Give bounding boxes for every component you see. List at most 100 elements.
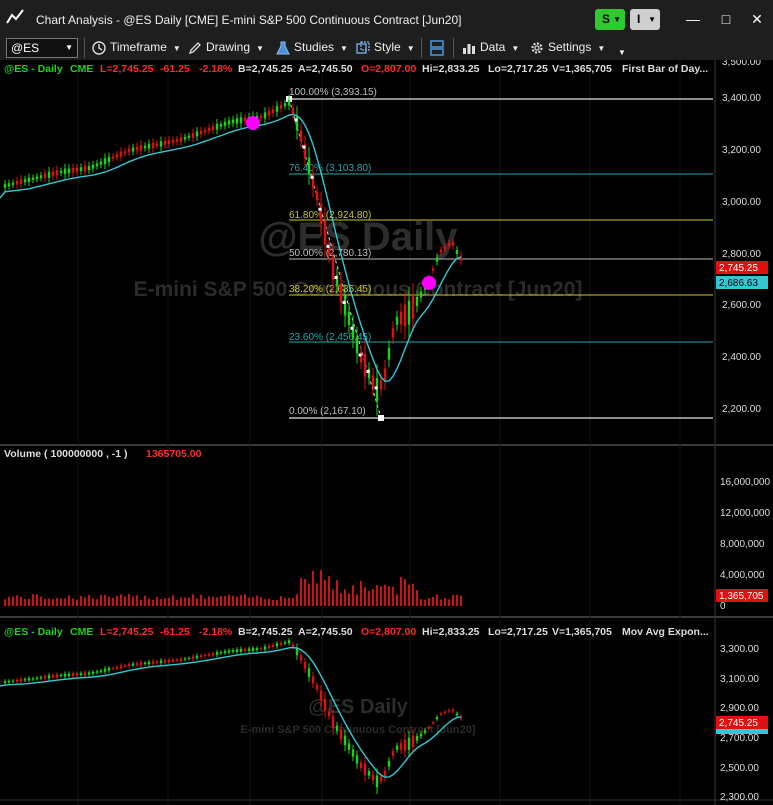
style-icon	[356, 41, 370, 54]
panel3-header: @ES - Daily CME L=2,745.25 -61.25 -2.18%…	[4, 626, 709, 638]
volume-bar	[396, 594, 398, 606]
paintbar-dot	[294, 118, 298, 122]
pct-change: -2.18%	[199, 626, 233, 638]
divider	[453, 38, 454, 58]
candle-body	[91, 164, 95, 169]
paintbar-dot	[302, 145, 306, 149]
candle-body	[279, 642, 283, 645]
volume-bar	[352, 585, 354, 606]
candle-body	[175, 659, 179, 661]
volume-bar	[44, 598, 46, 606]
volume-bar	[120, 594, 122, 606]
low-price: Lo=2,717.25	[488, 63, 548, 75]
chevron-down-icon: ▼	[597, 44, 606, 53]
candle-body	[171, 659, 175, 662]
volume-bar	[220, 596, 222, 606]
candle-body	[371, 375, 375, 388]
studies-menu[interactable]: Studies ▼	[276, 40, 348, 55]
overflow-menu[interactable]: ▼	[612, 44, 626, 58]
data-menu[interactable]: Data ▼	[462, 40, 519, 55]
s-button[interactable]: S ▼	[595, 9, 625, 30]
settings-menu[interactable]: Settings ▼	[530, 40, 605, 55]
candle-body	[95, 163, 99, 167]
volume-bar	[236, 596, 238, 606]
candle-body	[227, 120, 231, 125]
candle-body	[35, 176, 39, 179]
restore-button[interactable]: □	[721, 11, 731, 27]
candle-body	[131, 663, 135, 666]
candle-body	[323, 220, 327, 245]
candle-body	[47, 171, 51, 178]
volume-bar	[156, 596, 158, 606]
candle-body	[199, 130, 203, 135]
candle-body	[315, 685, 319, 690]
ma-price-tag	[716, 276, 768, 289]
axis-tick-label: 8,000,000	[720, 539, 765, 550]
candle-body	[419, 733, 423, 737]
candle-body	[163, 660, 167, 663]
symbol-input[interactable]: @ES ▼	[6, 38, 78, 58]
price-axis[interactable]: 3,400.00 3,200.00 3,000.00 2,800.00 2,60…	[722, 93, 761, 415]
candle-body	[315, 191, 319, 201]
candle-body	[103, 158, 107, 165]
candle-body	[31, 177, 35, 180]
volume-bar	[452, 595, 454, 606]
volume-bar	[408, 584, 410, 606]
candle-body	[375, 378, 379, 402]
candle-body	[299, 130, 303, 142]
bar-chart-icon	[463, 43, 475, 54]
volume-bar	[112, 597, 114, 606]
candle-body	[15, 180, 19, 185]
signal-marker	[422, 276, 436, 290]
candle-body	[359, 351, 363, 363]
volume-bar	[60, 598, 62, 606]
candle-body	[283, 642, 287, 644]
style-menu[interactable]: Style ▼	[356, 40, 415, 55]
candle-body	[323, 699, 327, 711]
candle-body	[143, 145, 147, 149]
candle-body	[459, 255, 463, 261]
candle-body	[443, 711, 447, 713]
high-price: Hi=2,833.25	[422, 63, 480, 75]
price-axis-lower[interactable]: 3,300.00 3,100.00 2,900.00 2,700.00 2,50…	[720, 644, 759, 803]
candle-body	[171, 139, 175, 143]
axis-tick-label: 2,900.00	[720, 703, 759, 714]
paintbar-dot	[318, 207, 322, 211]
volume-bar	[208, 596, 210, 606]
candle-body	[75, 673, 79, 676]
layout-button[interactable]	[429, 39, 445, 60]
candle-body	[219, 652, 223, 654]
candle-body	[291, 644, 295, 648]
volume-bar	[28, 598, 30, 606]
candle-body	[79, 673, 83, 676]
candle-body	[339, 729, 343, 740]
candle-body	[335, 725, 339, 731]
volume-bar	[264, 599, 266, 606]
candle-body	[275, 643, 279, 647]
close-button[interactable]: ✕	[751, 11, 763, 27]
candle-body	[111, 667, 115, 670]
candle-body	[155, 661, 159, 663]
volume-bar	[228, 594, 230, 606]
volume-bar	[16, 595, 18, 606]
candle-body	[371, 774, 375, 781]
axis-tick-label: 3,200.00	[722, 145, 761, 156]
fib-anchor-bottom[interactable]	[378, 415, 384, 421]
exchange-label: CME	[70, 626, 93, 638]
i-button[interactable]: I ▼	[630, 9, 660, 30]
drawing-menu[interactable]: Drawing ▼	[188, 40, 264, 55]
candle-body	[75, 167, 79, 172]
volume-bar	[172, 595, 174, 606]
candle-body	[407, 737, 411, 750]
chart-area[interactable]: @ES Daily E-mini S&P 500 Continuous Cont…	[0, 60, 773, 805]
volume-axis[interactable]: 16,000,000 12,000,000 8,000,000 4,000,00…	[720, 477, 770, 612]
candle-body	[39, 175, 43, 179]
volume-bar	[260, 597, 262, 606]
minimize-button[interactable]: —	[686, 11, 700, 27]
volume-study-value: 1365705.00	[146, 448, 202, 460]
candle-body	[435, 257, 439, 262]
timeframe-menu[interactable]: Timeframe ▼	[92, 40, 181, 55]
open-price: O=2,807.00	[361, 626, 416, 638]
candle-body	[239, 648, 243, 652]
candle-body	[351, 324, 355, 339]
